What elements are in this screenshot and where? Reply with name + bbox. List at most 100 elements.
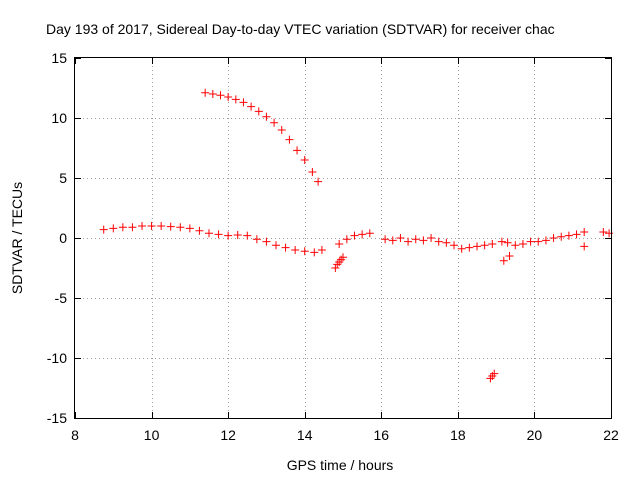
data-point: [214, 230, 223, 239]
data-point: [396, 234, 405, 242]
data-point: [465, 243, 474, 252]
x-tick-label: 8: [71, 427, 79, 443]
data-point: [473, 242, 481, 251]
data-point: [300, 156, 309, 164]
data-point: [147, 222, 156, 230]
y-tick-label: -5: [55, 290, 68, 306]
data-point: [176, 223, 185, 232]
data-point: [138, 222, 146, 230]
data-point: [342, 235, 351, 244]
data-point: [118, 223, 127, 232]
data-point: [499, 256, 508, 265]
data-point: [457, 244, 466, 253]
data-point: [427, 234, 436, 242]
data-point: [331, 264, 340, 272]
y-tick-labels: 15 10 5 0 -5 -10 -15: [47, 50, 67, 426]
data-point: [564, 231, 573, 240]
data-point: [335, 240, 344, 248]
data-point: [128, 223, 137, 232]
data-point: [262, 237, 271, 246]
data-point: [231, 95, 240, 104]
data-point: [350, 231, 359, 240]
data-point: [503, 238, 512, 247]
data-point: [157, 222, 166, 230]
data-point: [243, 231, 252, 240]
data-point: [365, 229, 374, 238]
data-point: [216, 91, 225, 100]
series-outliers: [331, 237, 589, 383]
data-points: [99, 88, 614, 383]
y-tick-label: 15: [51, 50, 67, 66]
data-point: [185, 224, 194, 233]
data-point: [201, 88, 210, 97]
x-tick-label: 18: [450, 427, 466, 443]
data-point: [490, 369, 499, 378]
data-point: [314, 177, 323, 186]
data-point: [166, 222, 175, 231]
data-point: [411, 235, 420, 244]
y-tick-label: -15: [47, 410, 67, 426]
data-point: [208, 90, 217, 98]
data-point: [285, 135, 294, 144]
data-point: [99, 225, 108, 234]
data-point: [419, 236, 428, 245]
x-tick-label: 12: [220, 427, 236, 443]
data-point: [310, 248, 319, 257]
data-point: [549, 234, 558, 242]
x-axis-label: GPS time / hours: [287, 457, 394, 473]
data-point: [262, 112, 271, 121]
y-axis-label: SDTVAR / TECUs: [9, 182, 25, 294]
data-point: [404, 237, 413, 246]
data-point: [557, 232, 566, 241]
data-point: [247, 102, 256, 111]
data-point: [599, 228, 608, 236]
data-point: [293, 146, 302, 155]
data-point: [497, 237, 506, 246]
x-tick-label: 10: [144, 427, 160, 443]
data-point: [505, 252, 514, 260]
data-point: [518, 240, 527, 248]
y-tick-label: -10: [47, 350, 67, 366]
y-tick-label: 5: [59, 170, 67, 186]
series-upper-arc: [201, 88, 323, 186]
data-point: [442, 238, 451, 247]
data-point: [580, 228, 589, 236]
data-point: [339, 253, 347, 262]
x-tick-label: 20: [527, 427, 543, 443]
data-point: [534, 237, 543, 246]
x-tick-labels: 8 10 12 14 16 18 20 22: [71, 427, 619, 443]
grid-lines: [75, 58, 611, 418]
data-point: [434, 237, 443, 246]
data-point: [109, 224, 118, 233]
data-point: [511, 241, 520, 250]
plot-frame: [74, 57, 612, 419]
x-tick-label: 16: [373, 427, 389, 443]
data-point: [541, 236, 550, 245]
data-point: [195, 226, 204, 235]
data-point: [480, 241, 489, 250]
data-point: [277, 126, 286, 134]
data-point: [254, 107, 263, 116]
data-point: [224, 93, 233, 101]
data-point: [239, 98, 248, 107]
data-point: [272, 241, 280, 250]
data-point: [526, 237, 535, 246]
data-point: [572, 230, 581, 239]
data-point: [580, 242, 589, 251]
data-point: [308, 168, 317, 176]
data-point: [300, 247, 309, 256]
data-point: [224, 231, 233, 240]
data-point: [358, 230, 367, 239]
data-point: [205, 229, 213, 238]
y-tick-label: 0: [59, 230, 67, 246]
data-point: [291, 246, 300, 254]
data-point: [252, 235, 261, 244]
data-point: [233, 231, 242, 239]
data-point: [450, 241, 459, 250]
data-point: [270, 118, 279, 127]
data-point: [381, 235, 390, 244]
x-tick-label: 22: [603, 427, 619, 443]
data-point: [488, 240, 497, 248]
x-tick-label: 14: [297, 427, 313, 443]
